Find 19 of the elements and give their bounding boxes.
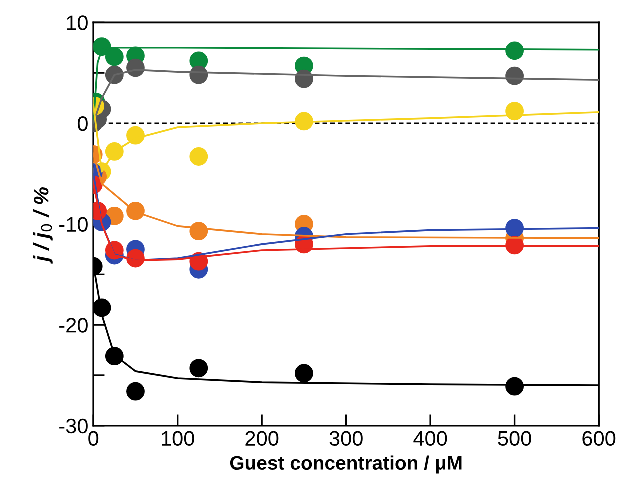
point bbox=[126, 382, 145, 401]
point bbox=[105, 48, 124, 66]
x-tick-label: 300 bbox=[330, 431, 363, 446]
y-tick-label: -10 bbox=[60, 217, 88, 232]
x-tick-label: 600 bbox=[582, 431, 616, 446]
x-tick-label: 500 bbox=[498, 431, 532, 446]
x-tick-label: 200 bbox=[246, 431, 279, 446]
y-tick-label: 10 bbox=[67, 16, 88, 30]
y-tick-label: -30 bbox=[60, 418, 88, 434]
point bbox=[190, 148, 208, 166]
y-tick-label: 0 bbox=[78, 116, 88, 132]
point bbox=[295, 364, 314, 383]
x-tick-label: 0 bbox=[88, 431, 99, 446]
y-axis-title: j / j$_{0}$ / % bbox=[33, 187, 53, 264]
x-tick-label: 400 bbox=[414, 431, 448, 446]
y-tick-label: -20 bbox=[60, 318, 88, 333]
point bbox=[190, 359, 208, 378]
x-tick-label: 100 bbox=[162, 431, 194, 446]
x-axis-title: Guest concentration / μM bbox=[230, 456, 462, 474]
